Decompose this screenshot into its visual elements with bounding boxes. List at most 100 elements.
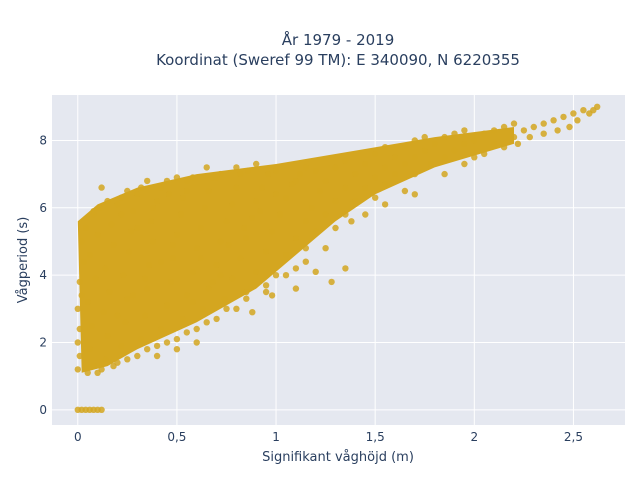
data-point — [169, 255, 177, 262]
y-tick-label: 0 — [39, 403, 47, 417]
data-point — [128, 228, 135, 235]
data-point — [193, 325, 200, 333]
data-point — [223, 218, 230, 225]
data-point — [461, 127, 468, 134]
data-point — [118, 342, 125, 350]
data-point — [157, 184, 165, 191]
data-point — [411, 154, 418, 161]
data-point — [249, 309, 256, 316]
data-point — [296, 170, 303, 178]
data-point — [381, 164, 389, 171]
data-point — [530, 123, 537, 131]
data-point — [372, 150, 379, 158]
data-point — [78, 292, 85, 299]
data-point — [163, 302, 171, 309]
data-point — [272, 167, 280, 174]
data-point — [451, 130, 458, 137]
data-point — [130, 292, 137, 299]
data-point — [411, 191, 418, 198]
data-point — [560, 113, 567, 121]
data-point — [372, 194, 379, 201]
data-point — [201, 204, 208, 211]
y-tick-label: 6 — [39, 201, 47, 215]
data-point — [82, 224, 89, 232]
data-point — [510, 120, 518, 127]
data-point — [500, 144, 508, 151]
data-point — [173, 346, 181, 353]
data-point — [223, 305, 230, 312]
data-point — [197, 255, 204, 262]
data-point — [566, 123, 573, 131]
data-point — [264, 170, 272, 178]
data-point — [292, 265, 300, 272]
data-point — [262, 282, 270, 289]
data-point — [110, 241, 117, 248]
data-point — [348, 218, 355, 225]
data-point — [104, 332, 111, 339]
data-point — [217, 238, 224, 245]
x-tick-label: 2 — [470, 430, 478, 444]
data-point — [213, 174, 220, 181]
data-point — [233, 305, 240, 312]
data-point — [138, 335, 145, 343]
data-point — [142, 312, 149, 319]
data-point — [90, 208, 97, 215]
data-point — [322, 177, 329, 185]
data-point — [134, 224, 141, 232]
data-point — [76, 352, 84, 360]
data-point — [98, 406, 105, 413]
data-point — [118, 194, 125, 201]
data-point — [362, 184, 369, 191]
data-point — [282, 194, 290, 201]
data-point — [461, 160, 468, 168]
data-point — [86, 346, 93, 353]
data-point — [401, 160, 409, 168]
data-point — [153, 352, 161, 360]
data-point — [189, 298, 196, 306]
data-point — [312, 167, 319, 174]
data-point — [96, 204, 103, 211]
data-point — [580, 107, 587, 114]
data-point — [157, 325, 165, 333]
data-point — [213, 315, 220, 323]
data-point — [229, 201, 236, 208]
data-point — [471, 137, 478, 144]
data-point — [221, 295, 228, 302]
data-point — [243, 288, 250, 296]
data-point — [126, 248, 133, 255]
data-point — [451, 147, 458, 154]
data-point — [481, 150, 488, 158]
data-point — [94, 231, 101, 238]
data-point — [332, 164, 339, 171]
data-point — [253, 160, 260, 168]
data-point — [225, 241, 232, 248]
data-point — [229, 275, 236, 282]
data-point — [144, 285, 151, 292]
data-point — [276, 211, 284, 218]
data-point — [114, 201, 121, 208]
data-point — [76, 278, 84, 286]
data-point — [104, 197, 111, 205]
y-tick-label: 8 — [39, 133, 47, 147]
data-point — [102, 265, 109, 272]
data-point — [520, 127, 528, 134]
data-point — [401, 187, 409, 195]
data-point — [167, 278, 175, 286]
data-point — [282, 251, 290, 259]
data-point — [144, 346, 151, 353]
data-point — [540, 120, 547, 127]
data-point — [183, 292, 190, 299]
data-point — [362, 211, 369, 218]
data-point — [120, 272, 127, 279]
data-point — [142, 275, 149, 282]
data-point — [179, 194, 187, 201]
data-point — [421, 133, 428, 141]
data-point — [233, 184, 240, 191]
data-point — [110, 362, 117, 370]
data-point — [490, 140, 498, 147]
data-point — [554, 127, 561, 134]
data-point — [84, 369, 91, 376]
data-point — [411, 170, 418, 178]
data-point — [268, 292, 276, 299]
data-point — [100, 309, 107, 316]
